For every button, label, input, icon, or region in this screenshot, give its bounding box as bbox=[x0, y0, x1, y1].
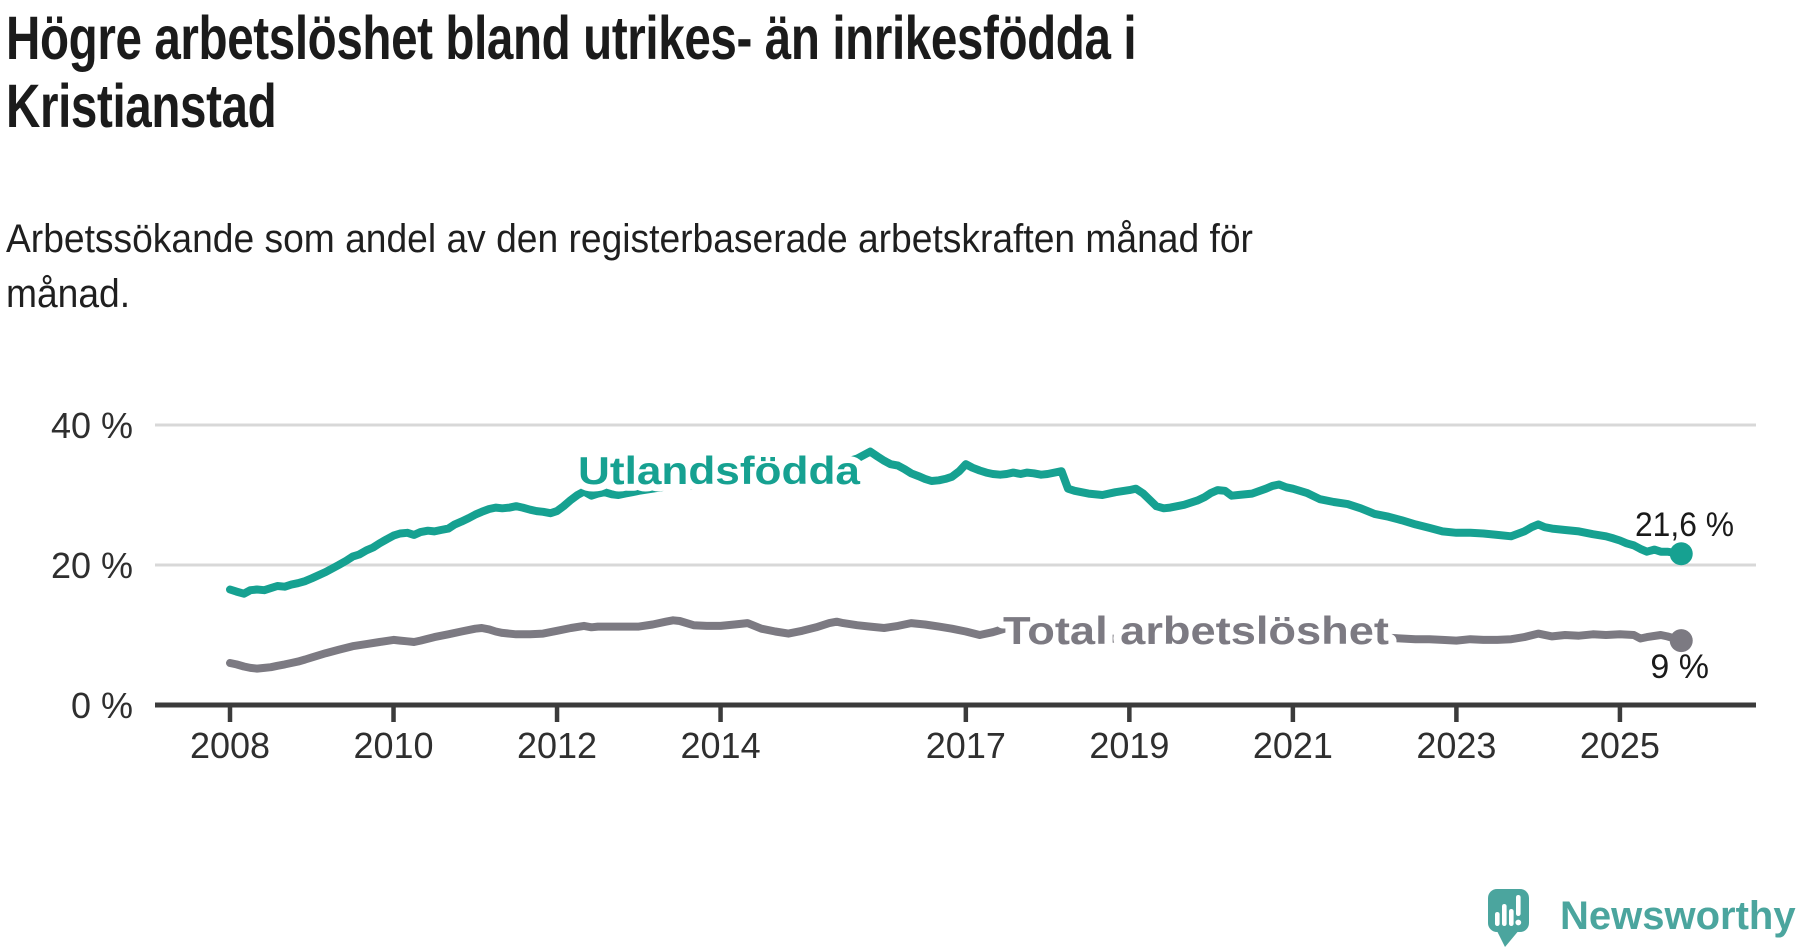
chart-subtitle: Arbetssökande som andel av den registerb… bbox=[6, 212, 1347, 322]
series-line-total bbox=[226, 616, 1686, 673]
y-axis-label-40: 40 % bbox=[51, 405, 133, 446]
newsworthy-logo-icon bbox=[1488, 889, 1529, 947]
series-end-dot-total bbox=[1669, 629, 1693, 653]
title-line-1: Högre arbetslöshet bland utrikes- än inr… bbox=[6, 4, 1137, 72]
series-label-total: Total arbetslöshet bbox=[1003, 610, 1389, 653]
x-axis-label-2023: 2023 bbox=[1416, 725, 1496, 766]
x-axis-label-2008: 2008 bbox=[190, 725, 270, 766]
x-axis-label-2021: 2021 bbox=[1253, 725, 1333, 766]
newsworthy-logo-text: Newsworthy bbox=[1560, 894, 1796, 938]
x-axis-label-2019: 2019 bbox=[1089, 725, 1169, 766]
page-title: Högre arbetslöshet bland utrikes- än inr… bbox=[6, 4, 1455, 140]
subtitle-line-1: Arbetssökande som andel av den registerb… bbox=[6, 217, 1253, 261]
end-value-label-total: 9 % bbox=[1650, 648, 1709, 686]
x-axis-label-2012: 2012 bbox=[517, 725, 597, 766]
x-axis-label-2017: 2017 bbox=[926, 725, 1006, 766]
end-value-label-utlandsfodda: 21,6 % bbox=[1635, 506, 1734, 544]
subtitle-line-2: månad. bbox=[6, 272, 131, 316]
x-axis-label-2025: 2025 bbox=[1580, 725, 1660, 766]
title-line-2: Kristianstad bbox=[6, 72, 277, 140]
series-end-dot-utlandsfodda bbox=[1669, 542, 1693, 566]
newsworthy-logo: Newsworthy bbox=[1488, 884, 1796, 948]
y-axis-label-20: 20 % bbox=[51, 545, 133, 586]
series-label-utlandsfodda: Utlandsfödda bbox=[578, 450, 860, 493]
x-axis-label-2014: 2014 bbox=[681, 725, 761, 766]
y-axis-label-0: 0 % bbox=[71, 685, 133, 726]
series-line-utlandsfodda bbox=[226, 447, 1686, 598]
x-axis-label-2010: 2010 bbox=[353, 725, 433, 766]
